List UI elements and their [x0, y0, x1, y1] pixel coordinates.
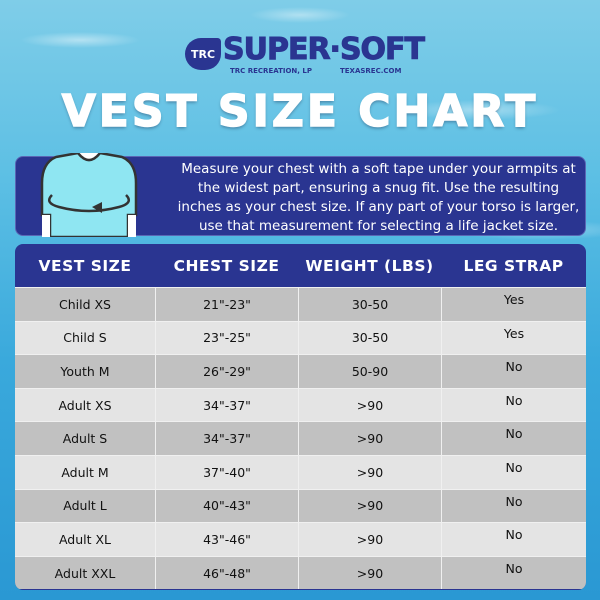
vest-size-cell: Child S	[63, 330, 107, 346]
chest-size-cell: 23"-25"	[155, 321, 298, 355]
vest-size-cell: Youth M	[60, 363, 110, 379]
leg-strap-cell: No	[441, 422, 586, 455]
shirt-measure-icon	[40, 153, 138, 237]
vest-size-cell: Adult XL	[58, 531, 112, 547]
table-row: Youth M 26"-29" 50-90 No	[15, 354, 586, 388]
leg-strap-cell: No	[441, 489, 586, 523]
vest-size-cell: Adult XXL	[54, 565, 116, 581]
vest-size-cell: Adult XS	[58, 397, 112, 413]
header-leg-strap: LEG STRAP	[463, 256, 564, 275]
vest-size-cell: Adult L	[63, 498, 107, 514]
vest-size-cell: Adult M	[61, 464, 109, 480]
leg-strap-cell: No	[441, 523, 586, 556]
page-title: VEST SIZE CHART	[61, 85, 539, 138]
chest-size-cell: 34"-37"	[155, 388, 298, 422]
table-header: VEST SIZE CHEST SIZE WEIGHT (LBS) LEG ST…	[15, 244, 586, 287]
weight-cell: >90	[298, 523, 441, 556]
chest-size-cell: 43"-46"	[155, 523, 298, 556]
header-chest-size: CHEST SIZE	[173, 256, 280, 275]
table-row: Adult L 40"-43" >90 No	[15, 488, 586, 523]
chest-size-cell: 37"-40"	[155, 455, 298, 489]
leg-strap-cell: No	[441, 556, 586, 590]
table-row: Child XS 21"-23" 30-50 Yes	[15, 287, 586, 321]
weight-cell: >90	[298, 388, 441, 422]
table-row: Adult XXL 46"-48" >90 No	[15, 555, 586, 590]
brand-name: SUPER·SOFT	[222, 32, 425, 68]
table-row: Adult M 37"-40" >90 No	[15, 454, 586, 489]
weight-cell: 30-50	[298, 288, 441, 321]
instructions-panel: Measure your chest with a soft tape unde…	[15, 153, 586, 237]
header-weight: WEIGHT (LBS)	[305, 256, 434, 275]
website: TEXASREC.COM	[340, 67, 402, 75]
leg-strap-cell: No	[441, 388, 586, 422]
weight-cell: 50-90	[298, 355, 441, 388]
table-row: Adult XS 34"-37" >90 No	[15, 387, 586, 422]
size-table: VEST SIZE CHEST SIZE WEIGHT (LBS) LEG ST…	[15, 244, 586, 590]
trc-badge: TRC	[185, 38, 221, 70]
logo: TRC SUPER·SOFT TRC RECREATION, LP TEXASR…	[185, 32, 426, 78]
weight-cell: >90	[298, 556, 441, 590]
weight-cell: >90	[298, 489, 441, 523]
company-name: TRC RECREATION, LP	[230, 67, 312, 75]
table-row: Adult XL 43"-46" >90 No	[15, 522, 586, 556]
leg-strap-cell: No	[441, 355, 586, 388]
leg-strap-cell: Yes	[441, 321, 586, 355]
weight-cell: >90	[298, 422, 441, 455]
leg-strap-cell: No	[441, 455, 586, 489]
weight-cell: 30-50	[298, 321, 441, 355]
table-row: Adult S 34"-37" >90 No	[15, 421, 586, 455]
header-vest-size: VEST SIZE	[38, 256, 132, 275]
weight-cell: >90	[298, 455, 441, 489]
vest-size-cell: Child XS	[58, 296, 111, 312]
chest-size-cell: 34"-37"	[155, 422, 298, 455]
chest-size-cell: 46"-48"	[155, 556, 298, 590]
table-row: Child S 23"-25" 30-50 Yes	[15, 320, 586, 355]
chest-size-cell: 26"-29"	[155, 355, 298, 388]
leg-strap-cell: Yes	[441, 288, 586, 321]
chest-size-cell: 21"-23"	[155, 288, 298, 321]
instructions-text: Measure your chest with a soft tape unde…	[177, 161, 580, 234]
chest-size-cell: 40"-43"	[155, 489, 298, 523]
vest-size-cell: Adult S	[62, 431, 108, 447]
